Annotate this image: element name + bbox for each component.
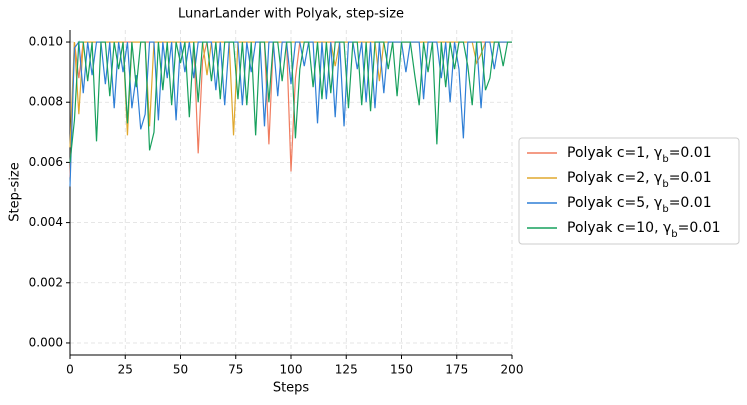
x-tick-label: 200 <box>501 363 524 377</box>
y-tick-label: 0.002 <box>29 275 63 289</box>
x-tick-label: 175 <box>445 363 468 377</box>
legend-label: Polyak c=10, γb=0.01 <box>567 220 721 240</box>
legend-label: Polyak c=1, γb=0.01 <box>567 145 712 165</box>
subscript: b <box>671 229 677 240</box>
x-tick-label: 75 <box>228 363 243 377</box>
subscript: b <box>662 179 668 190</box>
series-line <box>69 41 512 163</box>
legend-label: Polyak c=5, γb=0.01 <box>567 195 712 215</box>
x-tick-label: 25 <box>118 363 133 377</box>
subscript: b <box>662 204 668 215</box>
legend-label: Polyak c=2, γb=0.01 <box>567 170 712 190</box>
x-tick-label: 125 <box>335 363 358 377</box>
y-tick-label: 0.008 <box>29 95 63 109</box>
series-line <box>69 40 512 187</box>
y-tick-label: 0.004 <box>29 215 63 229</box>
y-axis-label: Step-size <box>8 162 23 222</box>
x-tick-label: 0 <box>66 363 74 377</box>
x-tick-label: 100 <box>280 363 303 377</box>
x-tick-label: 50 <box>173 363 188 377</box>
y-tick-label: 0.000 <box>29 335 63 349</box>
subscript: b <box>662 154 668 165</box>
chart-title: LunarLander with Polyak, step-size <box>178 7 404 22</box>
x-tick-label: 150 <box>390 363 413 377</box>
x-axis-label: Steps <box>273 381 310 396</box>
y-tick-label: 0.006 <box>29 155 63 169</box>
legend-box <box>518 137 740 245</box>
y-tick-label: 0.010 <box>29 35 63 49</box>
